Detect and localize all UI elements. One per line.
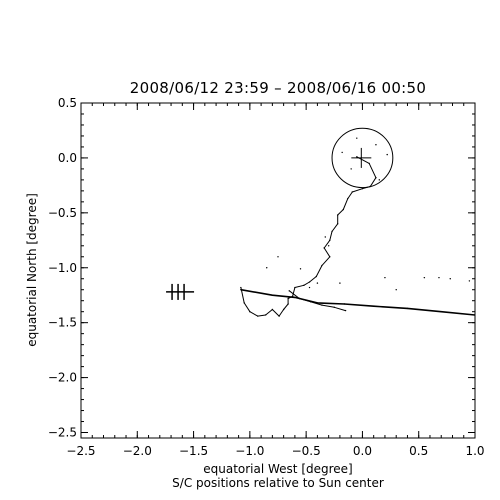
data-point [309,301,312,303]
scatter-point [266,267,268,269]
x-tick-label: 0.0 [353,444,372,458]
data-point [336,214,339,216]
data-point [264,314,267,316]
plot-frame [80,102,476,439]
tick-labels: −2.5 −2.0 −1.5 −1.0 −0.5 0.0 0.5 1.0 0.5 0.0 −0.5 −… [48,96,485,458]
data-point [287,297,289,300]
x-tick-label: −2.5 [66,444,95,458]
data-point [343,303,346,305]
scatter-point [350,168,352,170]
data-point [375,176,377,179]
position-marker [166,283,195,300]
data-point [361,187,364,190]
axis-ticks [80,102,476,438]
scatter-point [324,236,326,238]
data-point [336,223,339,225]
x-tick-label: −1.5 [179,444,208,458]
data-point [257,315,259,317]
data-point [323,247,325,249]
data-point [406,307,409,310]
scatter-point [384,276,386,279]
scatter-point [438,276,440,279]
y-tick-label: −2.5 [48,426,77,440]
x-tick-label: 1.0 [465,444,484,458]
data-point [342,208,344,211]
data-point [249,310,251,313]
data-point [321,264,323,267]
data-point [368,162,370,165]
data-point [474,314,475,316]
x-axis-sublabel: S/C positions relative to Sun center [172,476,384,490]
scatter-point [449,278,451,280]
scatter-point [339,282,341,284]
data-point [372,305,375,307]
chart-title: 2008/06/12 23:59 – 2008/06/16 00:50 [130,79,426,97]
data-point [282,308,285,311]
data-point [356,156,358,158]
data-point [243,302,245,304]
sun-disk-circle [331,127,394,189]
data-point [294,296,296,299]
scatter-point [356,137,358,139]
data-point [344,309,347,312]
data-point [288,290,290,292]
data-point [298,297,301,300]
x-tick-label: −1.0 [235,444,264,458]
data-point [278,315,280,317]
scatter-point [341,151,343,154]
data-point [240,289,242,291]
y-tick-label: 0.5 [58,96,77,110]
y-tick-label: −1.5 [48,316,77,330]
scatter-point [277,256,279,258]
data-point [271,294,274,296]
x-tick-label: −2.0 [123,444,152,458]
data-point [329,256,331,258]
scatter-point [308,286,311,289]
x-tick-label: 0.5 [409,444,428,458]
data-point [347,197,349,200]
scatter-point [299,268,302,270]
y-tick-label: −0.5 [48,206,77,220]
y-tick-label: −2.0 [48,371,77,385]
scatter-point [375,144,377,146]
y-axis-label: equatorial North [degree] [25,193,39,347]
x-tick-label: −0.5 [292,444,321,458]
data-point [271,308,274,311]
plot-area [166,127,475,317]
scatter-point [316,282,319,284]
y-tick-label: 0.0 [58,151,77,165]
data-point [369,185,372,188]
data-point [321,304,323,306]
data-point [315,275,317,278]
scatter-point [423,276,426,279]
x-axis-label: equatorial West [degree] [203,462,353,476]
position-marker [351,147,372,168]
scatter-point [378,179,381,181]
data-point [287,303,289,305]
data-point [308,281,311,283]
data-point [351,191,353,193]
y-tick-label: −1.0 [48,261,77,275]
trajectory-series-1 [240,288,475,316]
trajectory-series-2 [288,290,346,312]
data-point [240,286,242,289]
data-point [329,239,331,241]
scatter-point [468,280,471,282]
scatter-point [395,289,397,291]
data-point [440,310,442,313]
data-point [294,286,296,289]
scatter-point [386,153,388,156]
data-point [331,230,333,233]
data-point [303,284,305,287]
trajectory-series-0 [240,156,377,317]
scatter-point [327,245,330,247]
data-point [333,306,335,308]
